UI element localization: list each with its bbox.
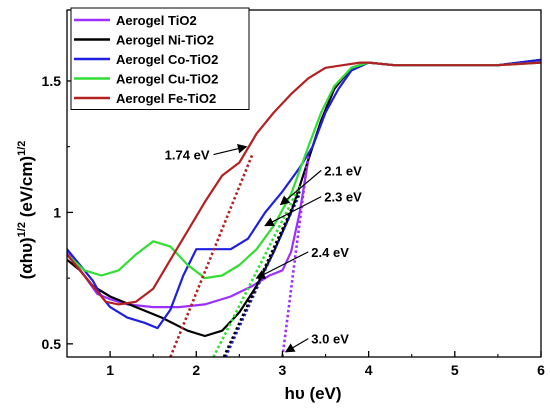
x-tick-label-3: 3	[279, 362, 287, 378]
y-label-sup-2: 1/2	[16, 141, 28, 156]
y-label-base-1: (αhυ)	[17, 237, 36, 279]
annotations: 1.74 eV 2.1 eV 2.3 eV 2.4 eV 3.0 eV	[165, 143, 362, 353]
plot-frame	[66, 9, 542, 358]
x-tick-label-1: 1	[106, 362, 114, 378]
legend: Aerogel TiO2 Aerogel Ni-TiO2 Aerogel Co-Ti…	[70, 7, 250, 110]
annotation-label-3: 2.3 eV	[324, 190, 362, 205]
x-tick-label-5: 5	[451, 362, 459, 378]
annotation-arrow-2	[279, 169, 322, 206]
y-axis-label: (αhυ)1/2 (eV/cm)1/2	[16, 141, 36, 280]
annotation-arrow-5	[284, 338, 309, 353]
legend-label-1: Aerogel TiO2	[116, 13, 197, 28]
annotation-label-5: 3.0 eV	[311, 332, 349, 347]
x-tick-label-4: 4	[365, 362, 373, 378]
tangent-line-1	[169, 154, 254, 357]
annotation-label-4: 2.4 eV	[311, 245, 349, 260]
x-tick-label-6: 6	[537, 362, 545, 378]
annotation-arrow-4	[255, 251, 309, 279]
annotation-arrow-3	[264, 196, 322, 227]
y-label-base-2: (eV/cm)	[17, 156, 36, 222]
y-label-sup-1: 1/2	[16, 222, 28, 237]
legend-label-2: Aerogel Ni-TiO2	[116, 33, 214, 48]
annotation-label-2: 2.1 eV	[324, 163, 362, 178]
x-tick-label-2: 2	[192, 362, 200, 378]
y-tick-label-3: 1.5	[42, 73, 62, 89]
y-tick-label-2: 1	[53, 204, 61, 220]
series-line-5	[67, 61, 541, 306]
legend-label-5: Aerogel Fe-TiO2	[116, 91, 216, 106]
series-lines	[67, 58, 541, 338]
tangent-line-5	[281, 154, 310, 357]
legend-label-4: Aerogel Cu-TiO2	[116, 72, 218, 87]
legend-label-3: Aerogel Co-TiO2	[116, 52, 218, 67]
legend-box	[70, 7, 250, 110]
svg-text:(αhυ)1/2 (eV/cm)1/2: (αhυ)1/2 (eV/cm)1/2	[16, 141, 36, 280]
y-tick-label-1: 0.5	[42, 336, 62, 352]
annotation-arrow-1	[213, 143, 248, 156]
annotation-label-1: 1.74 eV	[165, 148, 210, 163]
x-axis-label: hυ (eV)	[284, 384, 341, 403]
axis-ticks: 1 2 3 4 5 6 0.5 1 1.5	[42, 73, 546, 378]
